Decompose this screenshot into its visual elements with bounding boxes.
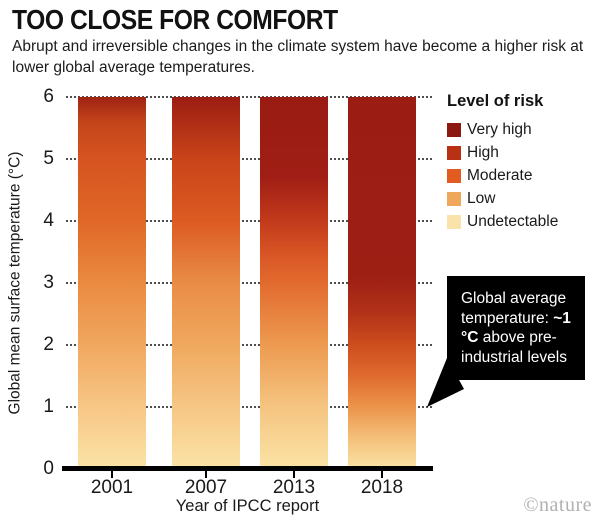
bar-2001 [78, 97, 146, 468]
gridline-3c [66, 282, 432, 284]
x-category-label: 2013 [272, 477, 316, 498]
undetectable-swatch-icon [447, 214, 461, 229]
gridline-5c [66, 158, 432, 160]
callout-text: above pre-industrial levels [461, 329, 567, 366]
gridline-2c [66, 344, 432, 346]
legend-item-label: Undetectable [467, 212, 559, 230]
x-tick [293, 471, 295, 478]
legend-item-high: High [447, 141, 597, 164]
legend-item-label: Low [467, 189, 496, 207]
x-tick [205, 471, 207, 478]
moderate-swatch-icon [447, 168, 461, 183]
x-category-label: 2001 [90, 477, 134, 498]
bar-2018 [348, 97, 416, 468]
y-tick-label: 6 [43, 86, 54, 107]
y-tick-label: 3 [43, 272, 54, 293]
legend-item-undetectable: Undetectable [447, 210, 597, 233]
legend: Level of risk Very high High Moderate Lo… [447, 92, 597, 233]
high-swatch-icon [447, 145, 461, 160]
y-tick-label: 4 [43, 210, 54, 231]
legend-title: Level of risk [447, 92, 544, 110]
x-category-label: 2007 [184, 477, 228, 498]
gridline-1c [66, 406, 432, 408]
y-tick-label: 2 [43, 334, 54, 355]
legend-item-label: High [467, 143, 499, 161]
bar-2007 [172, 97, 240, 468]
legend-item-low: Low [447, 187, 597, 210]
gridline-6c [66, 96, 432, 98]
callout-text: Global average temperature: [461, 290, 567, 327]
page-title: TOO CLOSE FOR COMFORT [12, 4, 338, 35]
legend-item-moderate: Moderate [447, 164, 597, 187]
chart-subtitle: Abrupt and irreversible changes in the c… [12, 38, 584, 76]
very-high-swatch-icon [447, 122, 461, 137]
legend-item-very-high: Very high [447, 118, 597, 141]
y-tick-label: 5 [43, 148, 54, 169]
x-axis-title: Year of IPCC report [175, 497, 320, 515]
x-category-label: 2018 [360, 477, 404, 498]
bar-2013 [260, 97, 328, 468]
x-tick [111, 471, 113, 478]
y-tick-label: 0 [43, 458, 54, 479]
callout-bubble: Global average temperature: ~1 °C above … [447, 276, 585, 380]
x-axis-line [62, 466, 433, 471]
nature-watermark: ©nature [523, 494, 592, 516]
legend-item-label: Moderate [467, 166, 533, 184]
callout-tail [427, 358, 464, 407]
legend-item-label: Very high [467, 120, 532, 138]
y-tick-label: 1 [43, 396, 54, 417]
x-tick [381, 471, 383, 478]
gridline-4c [66, 220, 432, 222]
low-swatch-icon [447, 191, 461, 206]
callout-bold-text: ~1 °C [461, 309, 571, 347]
